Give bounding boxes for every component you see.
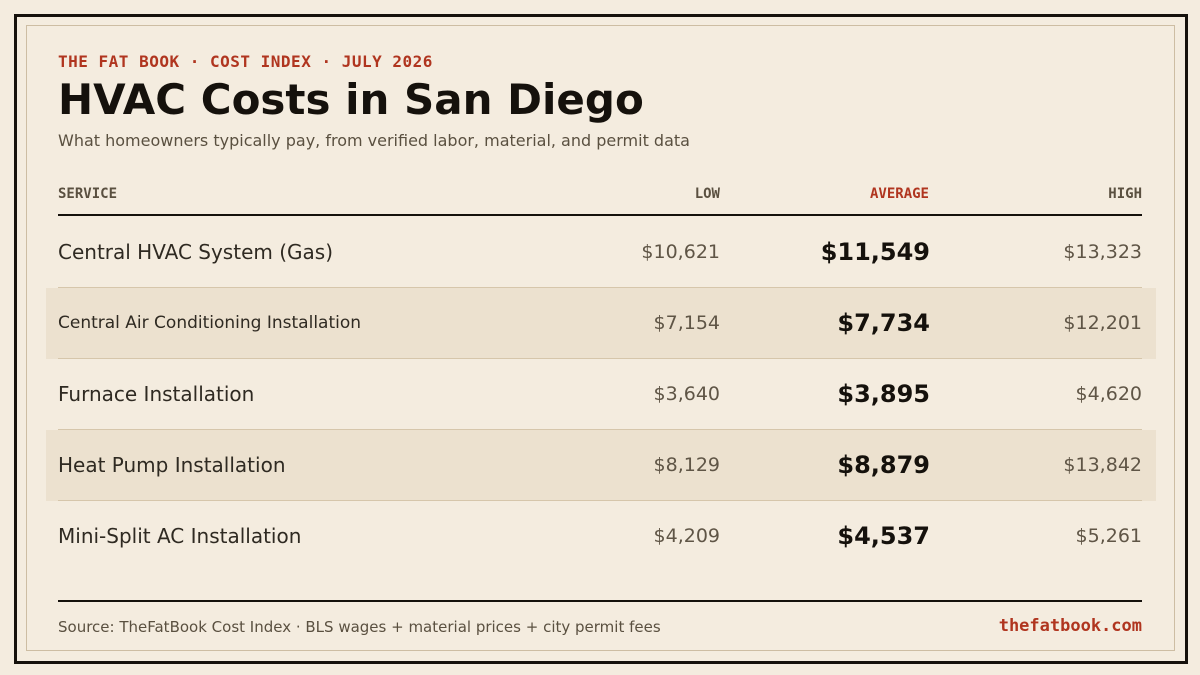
table-row: Mini-Split AC Installation $4,209 $4,537… [46,501,1156,572]
low-price: $8,129 [653,454,720,476]
table-row: Central HVAC System (Gas) $10,621 $11,54… [46,217,1156,288]
outer-frame [14,14,1188,664]
footer-divider [58,600,1142,602]
row-divider [58,287,1142,288]
table-row: Heat Pump Installation $8,129 $8,879 $13… [46,430,1156,501]
service-name: Central Air Conditioning Installation [58,313,362,333]
source-note: Source: TheFatBook Cost Index · BLS wage… [58,618,661,636]
low-price: $10,621 [641,241,720,263]
high-price: $13,323 [1063,241,1142,263]
column-header-average: AVERAGE [869,186,929,202]
high-price: $4,620 [1075,383,1142,405]
column-header-low: LOW [694,186,720,202]
average-price: $4,537 [837,522,930,550]
header-divider [58,214,1142,216]
site-link[interactable]: thefatbook.com [998,616,1142,636]
average-price: $3,895 [837,380,930,408]
row-divider [58,500,1142,501]
average-price: $11,549 [820,238,930,266]
row-divider [58,358,1142,359]
service-name: Mini-Split AC Installation [58,524,302,548]
row-divider [58,429,1142,430]
service-name: Central HVAC System (Gas) [58,240,333,264]
page-title: HVAC Costs in San Diego [58,75,644,124]
service-name: Furnace Installation [58,382,255,406]
average-price: $8,879 [837,451,930,479]
table-row: Central Air Conditioning Installation $7… [46,288,1156,359]
eyebrow-label: THE FAT BOOK · COST INDEX · JULY 2026 [58,52,433,71]
low-price: $7,154 [653,312,720,334]
table-row: Furnace Installation $3,640 $3,895 $4,62… [46,359,1156,430]
high-price: $5,261 [1075,525,1142,547]
service-name: Heat Pump Installation [58,453,286,477]
low-price: $3,640 [653,383,720,405]
high-price: $12,201 [1063,312,1142,334]
column-header-high: HIGH [1108,186,1142,202]
page-subtitle: What homeowners typically pay, from veri… [58,131,690,150]
low-price: $4,209 [653,525,720,547]
column-header-service: SERVICE [58,186,118,202]
average-price: $7,734 [837,309,930,337]
high-price: $13,842 [1063,454,1142,476]
inner-frame [26,25,1175,651]
